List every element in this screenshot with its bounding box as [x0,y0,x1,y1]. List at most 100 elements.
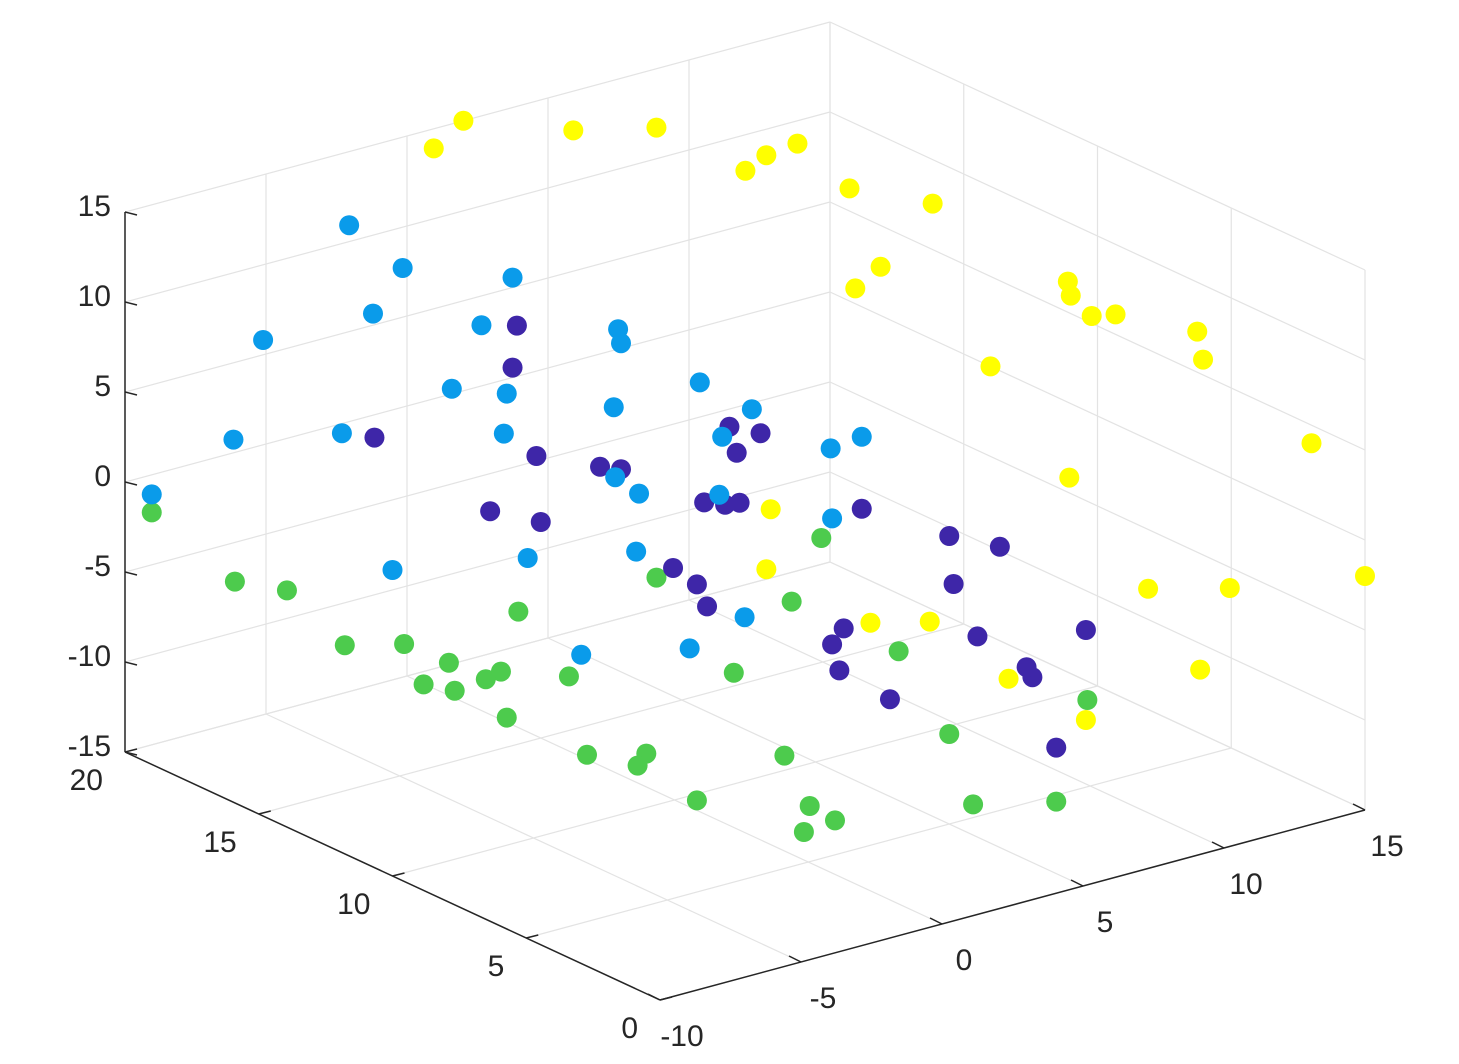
x-tick [788,955,802,963]
point [879,689,900,710]
point [334,635,355,656]
point [723,662,744,683]
point [438,652,459,673]
point [1138,578,1159,599]
point [493,423,514,444]
point [963,794,984,815]
grid-line [124,561,831,753]
point [822,508,843,529]
point [694,492,715,513]
z-tick-label: 5 [94,370,111,403]
point [1059,467,1080,488]
z-tick [124,211,138,216]
point [444,680,465,701]
point [697,596,718,617]
point [939,526,960,546]
point [1016,657,1037,678]
x-tick-label: 10 [1229,868,1262,901]
grid-line [124,201,831,393]
point [508,601,529,622]
grid-line [829,21,1366,271]
point [1193,349,1214,370]
point [502,267,523,288]
point [939,724,960,744]
point [679,638,700,659]
point [646,567,667,588]
point [980,356,1001,377]
point [760,499,781,520]
z-tick-label: 0 [94,460,111,493]
grid-line [829,471,1366,721]
point [490,661,511,682]
grid-line [526,747,1232,939]
point [1060,285,1081,306]
z-tick-label: -5 [84,550,111,583]
point [331,423,352,444]
point [1075,620,1096,640]
point [822,634,843,655]
point [253,330,274,350]
grid-line [829,561,1366,811]
grid-line [124,291,831,483]
x-tick-label: 15 [1370,830,1403,863]
point [394,634,415,654]
point [646,117,667,138]
z-tick [124,751,138,756]
point [845,278,866,299]
point [967,626,988,647]
y-tick-label: 20 [70,764,103,797]
point [712,426,733,447]
point [811,528,832,548]
point [825,810,845,831]
point [998,668,1019,689]
point [223,429,244,450]
point [603,397,624,418]
x-tick-label: -5 [810,982,837,1015]
x-tick-label: -10 [660,1020,703,1053]
y-tick [526,934,539,939]
grid-line [829,291,1366,541]
point [799,796,820,816]
y-tick-label: 10 [337,888,370,921]
point [851,426,872,447]
point [1046,791,1067,812]
point [1077,690,1098,710]
point [943,574,964,594]
x-tick-label: 0 [956,944,973,977]
point [141,484,162,505]
point [605,467,626,488]
x-tick-label: 5 [1097,906,1114,939]
grid-line [829,111,1366,361]
point [686,790,707,811]
point [1301,433,1322,454]
point [793,822,814,842]
z-tick-label: 10 [78,280,111,313]
point [1081,306,1102,326]
point [526,446,547,466]
point [1190,659,1211,680]
x-axis [659,809,1366,1001]
z-tick [124,661,138,666]
z-tick-label: -10 [68,640,111,673]
point [1075,710,1096,730]
point [851,498,872,519]
point [1355,566,1375,586]
point [382,560,403,580]
x-tick [1352,803,1366,811]
point [611,333,631,354]
point [860,612,881,633]
point [364,427,385,448]
point [689,372,710,393]
point [726,442,747,463]
z-tick [124,481,138,486]
point [563,120,584,141]
point [1046,737,1067,758]
point [1219,578,1240,598]
z-tick [124,391,138,396]
point [339,215,360,236]
point [709,484,730,505]
point [496,707,517,728]
grid-line [124,381,831,573]
point [735,160,756,181]
point [829,660,850,681]
